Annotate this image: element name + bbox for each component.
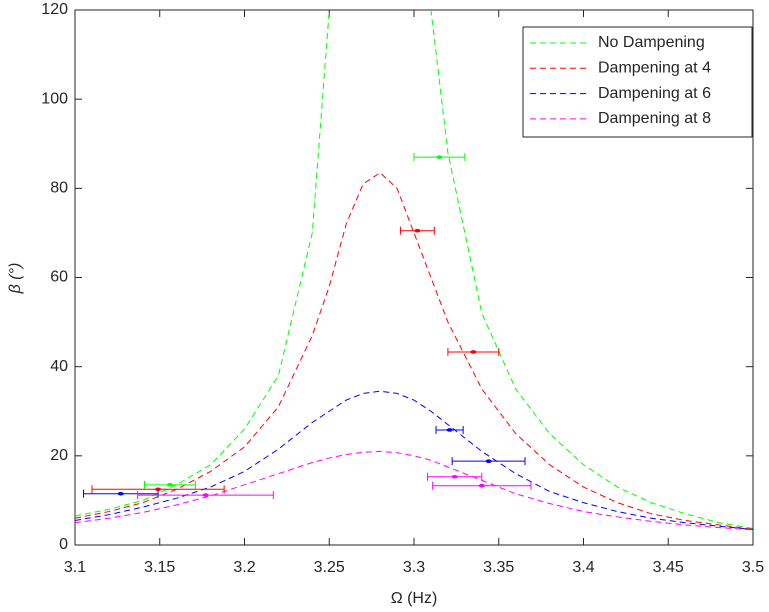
- x-tick-label: 3.15: [144, 559, 175, 576]
- data-point: [478, 483, 485, 488]
- y-tick-label: 60: [50, 269, 68, 286]
- x-tick-label: 3.35: [483, 559, 514, 576]
- legend-label: No Dampening: [598, 34, 705, 51]
- curve: [75, 10, 753, 529]
- data-point: [155, 487, 162, 492]
- plot-area: [75, 10, 753, 531]
- data-point: [117, 491, 124, 496]
- data-point: [436, 155, 443, 159]
- x-axis-label: Ω (Hz): [391, 590, 438, 607]
- data-point: [485, 459, 492, 463]
- x-tick-label: 3.4: [572, 559, 594, 576]
- x-tick-label: 3.25: [314, 559, 345, 576]
- y-tick-label: 80: [50, 180, 68, 197]
- x-tick-label: 3.3: [403, 559, 425, 576]
- y-tick-label: 40: [50, 358, 68, 375]
- data-point: [414, 228, 421, 233]
- x-tick-label: 3.1: [64, 559, 86, 576]
- y-tick-label: 120: [41, 1, 68, 18]
- curve: [75, 172, 753, 530]
- x-tick-label: 3.2: [233, 559, 255, 576]
- legend-label: Dampening at 4: [598, 60, 711, 77]
- legend-label: Dampening at 6: [598, 85, 711, 102]
- data-point: [451, 474, 458, 479]
- y-tick-label: 20: [50, 447, 68, 464]
- curve: [75, 450, 753, 531]
- data-point: [166, 483, 173, 487]
- x-tick-label: 3.5: [742, 559, 764, 576]
- y-axis-label: β (°): [7, 263, 24, 295]
- data-point: [470, 350, 477, 354]
- y-tick-label: 0: [59, 536, 68, 553]
- data-point: [446, 428, 453, 432]
- legend-label: Dampening at 8: [598, 110, 711, 127]
- data-point: [202, 493, 209, 497]
- y-tick-label: 100: [41, 90, 68, 107]
- x-tick-label: 3.45: [653, 559, 684, 576]
- curve: [75, 390, 753, 530]
